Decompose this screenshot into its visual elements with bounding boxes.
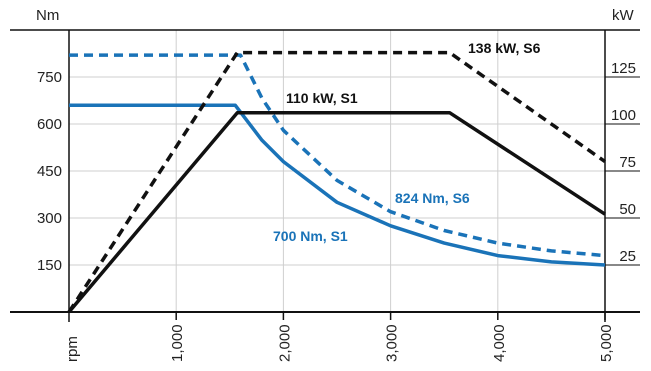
- x-tick-label: 3,000: [384, 324, 401, 362]
- power-s6-line: [67, 50, 607, 313]
- y-left-tick-label: 300: [37, 210, 62, 227]
- power-s1-line: [67, 110, 606, 314]
- annotation-700nm-s1: 700 Nm, S1: [273, 228, 348, 244]
- y-left-tick-label: 450: [37, 163, 62, 180]
- y-left-unit-label: Nm: [36, 7, 59, 24]
- labels-layer: Nm kW rpm 138 kW, S6 110 kW, S1 824 Nm, …: [36, 7, 636, 362]
- x-tick-label: 4,000: [491, 324, 508, 362]
- y-left-tick-label: 600: [37, 116, 62, 133]
- y-left-tick-label: 150: [37, 257, 62, 274]
- x-tick-label: 5,000: [598, 324, 615, 362]
- grid: [69, 29, 606, 312]
- torque-s6-line: [69, 53, 606, 258]
- y-right-tick-label: 125: [611, 60, 636, 77]
- y-left-tick-label: 750: [37, 69, 62, 86]
- y-right-tick-label: 100: [611, 107, 636, 124]
- x-unit-label: rpm: [64, 336, 81, 362]
- y-right-unit-label: kW: [612, 7, 635, 24]
- x-tick-label: 1,000: [169, 324, 186, 362]
- torque-s1-line: [69, 103, 606, 267]
- x-tick-label: 2,000: [276, 324, 293, 362]
- annotation-110kw-s1: 110 kW, S1: [286, 90, 358, 106]
- annotation-138kw-s6: 138 kW, S6: [468, 40, 541, 56]
- series-layer: [67, 50, 607, 314]
- annotation-824nm-s6: 824 Nm, S6: [395, 190, 470, 206]
- y-right-tick-label: 75: [619, 154, 636, 171]
- y-right-tick-label: 50: [619, 201, 636, 218]
- axes: [10, 29, 640, 322]
- y-right-tick-label: 25: [619, 248, 636, 265]
